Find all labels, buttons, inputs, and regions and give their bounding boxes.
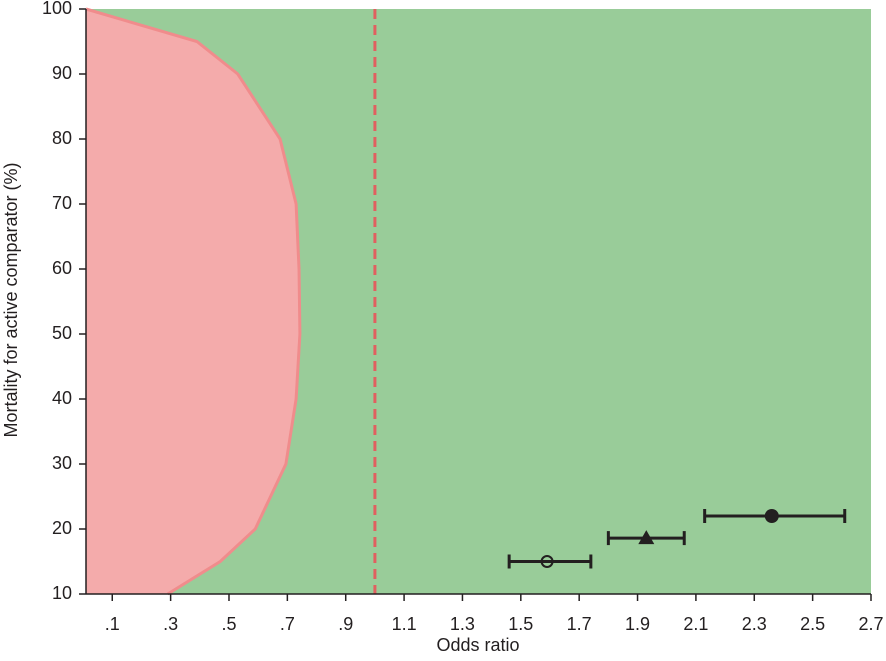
x-tick-label: 2.3 bbox=[742, 614, 767, 634]
x-axis-label: Odds ratio bbox=[436, 635, 519, 655]
x-tick-label: .5 bbox=[221, 614, 236, 634]
point bbox=[764, 509, 779, 523]
x-tick-label: .3 bbox=[163, 614, 178, 634]
x-tick-label: .9 bbox=[338, 614, 353, 634]
x-tick-label: 1.7 bbox=[567, 614, 592, 634]
x-tick-label: 2.7 bbox=[858, 614, 883, 634]
y-tick-label: 80 bbox=[52, 128, 72, 148]
point bbox=[638, 530, 655, 545]
x-tick-label: .7 bbox=[280, 614, 295, 634]
x-tick-label: 1.3 bbox=[450, 614, 475, 634]
y-tick-label: 50 bbox=[52, 323, 72, 343]
y-tick-label: 30 bbox=[52, 453, 72, 473]
x-tick-label: 1.5 bbox=[508, 614, 533, 634]
x-tick-label: .1 bbox=[105, 614, 120, 634]
y-tick-label: 60 bbox=[52, 258, 72, 278]
y-tick-label: 90 bbox=[52, 63, 72, 83]
region-boundary bbox=[85, 7, 302, 596]
y-axis-label: Mortality for active comparator (%) bbox=[1, 162, 21, 437]
y-tick-label: 100 bbox=[42, 0, 72, 18]
x-tick-label: 2.5 bbox=[800, 614, 825, 634]
x-tick-label: 2.1 bbox=[683, 614, 708, 634]
y-tick-label: 10 bbox=[52, 583, 72, 603]
y-tick-label: 70 bbox=[52, 193, 72, 213]
x-tick-label: 1.1 bbox=[392, 614, 417, 634]
point bbox=[540, 555, 554, 568]
region-fill bbox=[86, 9, 300, 594]
y-tick-label: 20 bbox=[52, 518, 72, 538]
x-tick-label: 1.9 bbox=[625, 614, 650, 634]
y-tick-label: 40 bbox=[52, 388, 72, 408]
